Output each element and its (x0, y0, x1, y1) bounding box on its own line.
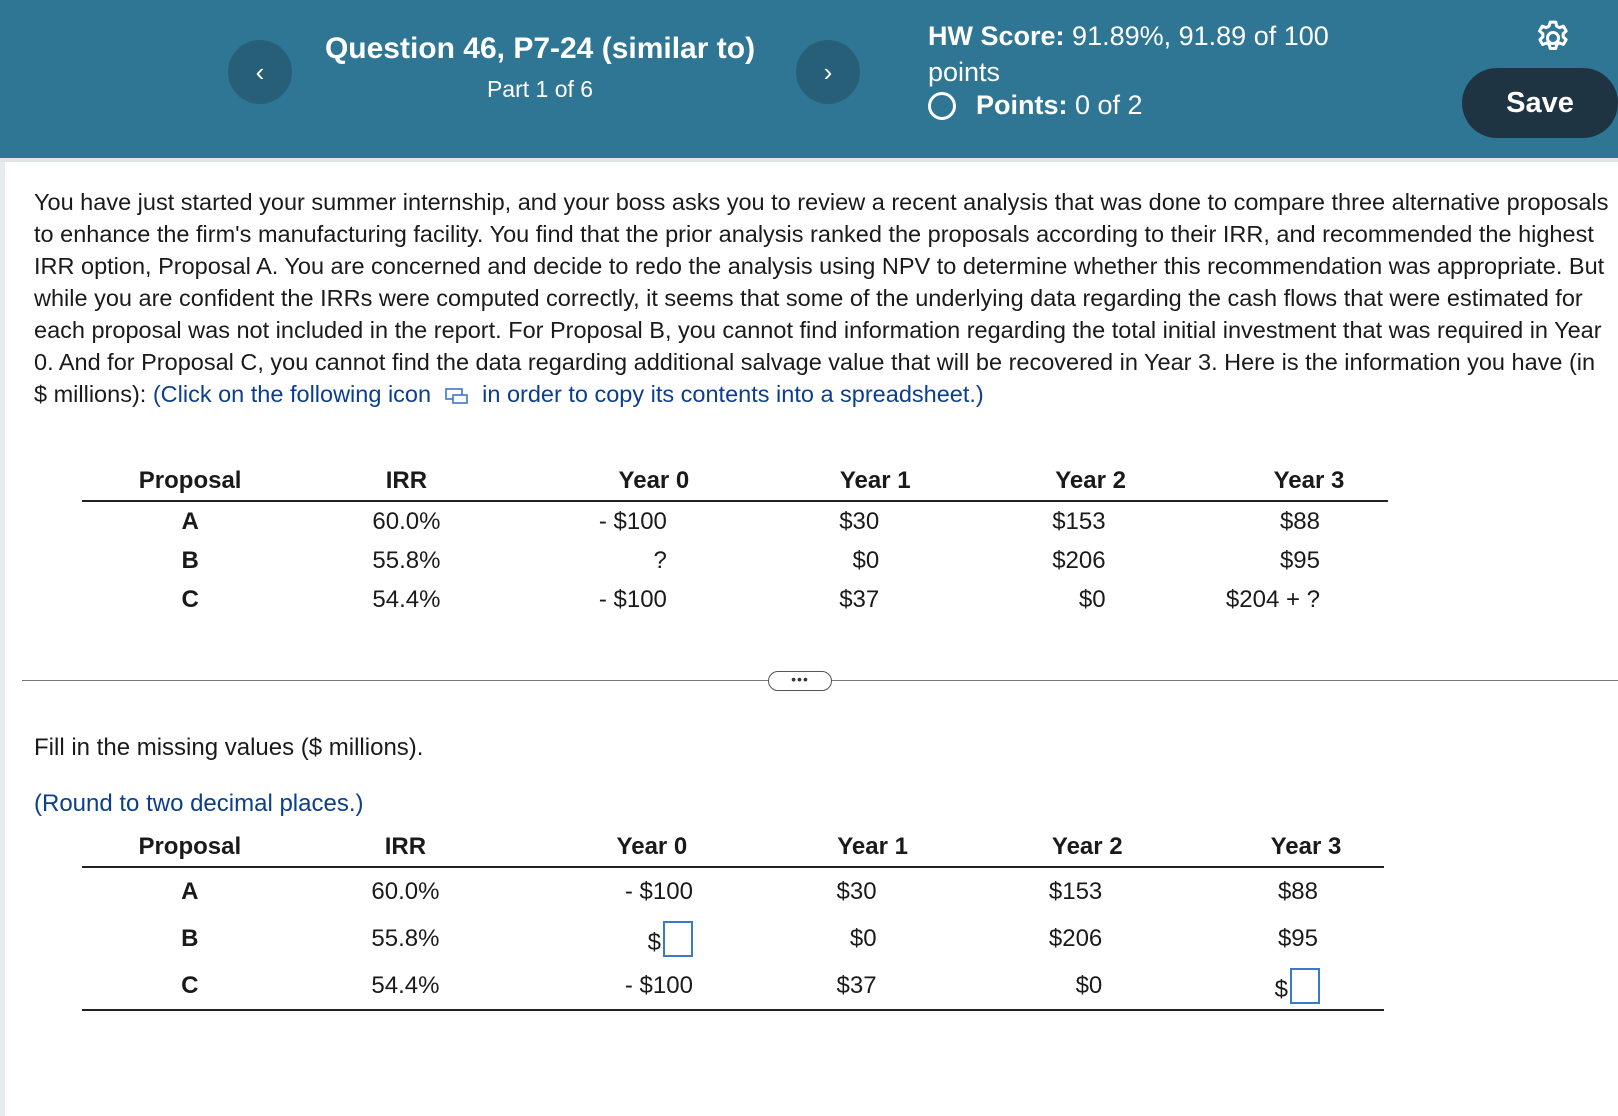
left-border (0, 162, 5, 1116)
column-header: Year 3 (1166, 828, 1384, 868)
column-header: IRR (298, 462, 515, 502)
year0-answer-cell: $ (513, 915, 731, 962)
status-circle-icon (928, 91, 956, 120)
column-header: Year 3 (1169, 462, 1388, 502)
problem-statement: You have just started your summer intern… (34, 186, 1614, 410)
table-row: C 54.4% - $100 $37 $0 $204 + ? (82, 580, 1388, 619)
question-title: Question 46, P7-24 (similar to) (324, 32, 756, 65)
points-value: 0 of 2 (1075, 90, 1143, 120)
year0-cell: - $100 (624, 877, 693, 905)
points-label: Points: (976, 90, 1068, 120)
year3-cell: $88 (1279, 507, 1320, 535)
rounding-note: (Round to two decimal places.) (34, 790, 364, 817)
problem-text: You have just started your summer intern… (34, 189, 1609, 407)
year3-cell: $88 (1277, 877, 1318, 905)
proposal-cell: C (82, 962, 298, 1011)
irr-cell: 54.4% (297, 962, 514, 1011)
irr-cell: 55.8% (372, 546, 441, 574)
year1-cell: $0 (852, 546, 880, 574)
question-points: Points: 0 of 2 (928, 90, 1143, 121)
hw-score-label: HW Score: (928, 21, 1065, 51)
year2-cell: $0 (1078, 585, 1106, 613)
table-header-row: Proposal IRR Year 0 Year 1 Year 2 Year 3 (82, 828, 1384, 868)
year2-cell: $0 (948, 962, 1167, 1011)
table-row: B 55.8% ? $0 $206 $95 (82, 541, 1388, 580)
column-header: Year 2 (948, 828, 1167, 868)
year1-cell: $37 (730, 962, 949, 1011)
year3-cell: $95 (1279, 546, 1320, 574)
year1-cell: $37 (839, 585, 880, 613)
proposal-c-year3-input[interactable] (1290, 967, 1320, 1004)
year0-cell: - $100 (598, 585, 667, 613)
column-header: Year 2 (951, 462, 1170, 502)
year0-cell: - $100 (513, 962, 731, 1011)
question-part: Part 1 of 6 (486, 76, 594, 102)
year1-cell: $30 (839, 507, 880, 535)
column-header: Year 1 (730, 828, 949, 868)
column-header: IRR (297, 828, 514, 868)
table-row: A 60.0% - $100 $30 $153 $88 (82, 867, 1384, 915)
answer-table: Proposal IRR Year 0 Year 1 Year 2 Year 3… (82, 828, 1384, 1011)
proposal-cell: B (181, 924, 199, 952)
hw-score-value: 91.89%, 91.89 of 100 (1072, 21, 1329, 51)
year2-cell: $153 (1052, 507, 1106, 535)
chevron-left-icon: ‹ (255, 56, 265, 87)
table-header-row: Proposal IRR Year 0 Year 1 Year 2 Year 3 (82, 462, 1388, 502)
expand-more-button[interactable]: ••• (768, 671, 832, 691)
dollar-sign: $ (1274, 975, 1288, 1003)
column-header: Year 1 (732, 462, 952, 502)
column-header: Proposal (82, 462, 299, 502)
year0-cell: ? (653, 546, 667, 574)
previous-question-button[interactable]: ‹ (228, 40, 292, 104)
irr-cell: 60.0% (371, 877, 440, 905)
proposal-b-year0-input[interactable] (662, 920, 693, 957)
given-data-table: Proposal IRR Year 0 Year 1 Year 2 Year 3… (82, 462, 1388, 619)
dollar-sign: $ (647, 928, 661, 956)
copy-link-text-after[interactable]: in order to copy its contents into a spr… (482, 381, 984, 407)
proposal-b-year0-answer: $ (647, 920, 693, 957)
copy-link-text-before[interactable]: (Click on the following icon (152, 381, 432, 407)
table-row: B 55.8% $ $0 $206 $95 (82, 915, 1384, 962)
column-header: Year 0 (514, 462, 733, 502)
proposal-cell: A (181, 877, 199, 905)
year3-cell: $95 (1277, 924, 1318, 952)
table-row: C 54.4% - $100 $37 $0 $ (82, 962, 1384, 1011)
copy-to-spreadsheet-icon[interactable] (444, 387, 470, 405)
column-header: Year 0 (513, 828, 731, 868)
year2-cell: $206 (1052, 546, 1106, 574)
irr-cell: 55.8% (371, 924, 440, 952)
next-question-button[interactable]: › (796, 40, 860, 104)
year2-cell: $153 (1048, 877, 1103, 905)
year2-cell: $206 (1048, 924, 1103, 952)
irr-cell: 60.0% (372, 507, 441, 535)
irr-cell: 54.4% (372, 585, 441, 613)
proposal-cell: C (181, 585, 199, 613)
year1-cell: $30 (836, 877, 877, 905)
year3-cell: $204 + ? (1225, 585, 1320, 613)
year0-cell: - $100 (598, 507, 667, 535)
proposal-c-year3-answer: $ (1274, 967, 1320, 1004)
question-header: ‹ Question 46, P7-24 (similar to) Part 1… (0, 0, 1618, 162)
year3-answer-cell: $ (1166, 962, 1384, 1011)
chevron-right-icon: › (823, 56, 833, 87)
instruction-text: Fill in the missing values ($ millions). (34, 734, 424, 761)
hw-score: HW Score: 91.89%, 91.89 of 100 points (928, 18, 1368, 90)
year1-cell: $0 (849, 924, 877, 952)
proposal-cell: B (181, 546, 199, 574)
table-row: A 60.0% - $100 $30 $153 $88 (82, 501, 1388, 541)
column-header: Proposal (82, 828, 298, 868)
proposal-cell: A (181, 507, 199, 535)
hw-score-unit: points (928, 57, 1001, 87)
gear-icon[interactable] (1533, 18, 1573, 58)
save-button[interactable]: Save (1462, 68, 1618, 138)
